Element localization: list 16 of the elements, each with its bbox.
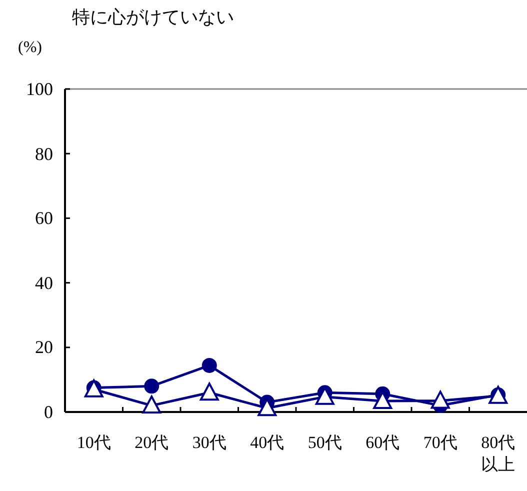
x-tick-label: 30代	[191, 432, 228, 454]
y-tick-label: 60	[34, 207, 53, 230]
x-tick-label: 80代以上	[480, 432, 516, 476]
x-tick-label: 50代	[306, 432, 343, 454]
y-tick-label: 80	[34, 142, 53, 165]
x-tick-label: 70代	[422, 432, 458, 454]
x-tick-label: 60代	[364, 432, 401, 454]
y-tick-label: 100	[25, 78, 53, 100]
x-tick-label: 20代	[134, 432, 170, 454]
chart-title: 特に心がけていない	[72, 6, 234, 28]
y-tick-label: 40	[34, 272, 53, 294]
x-tick-label: 40代	[249, 432, 286, 454]
x-tick-label: 10代	[76, 432, 112, 454]
y-axis-title: (%)	[18, 38, 42, 58]
y-tick-label: 0	[43, 401, 53, 423]
y-tick-label: 20	[34, 336, 53, 358]
